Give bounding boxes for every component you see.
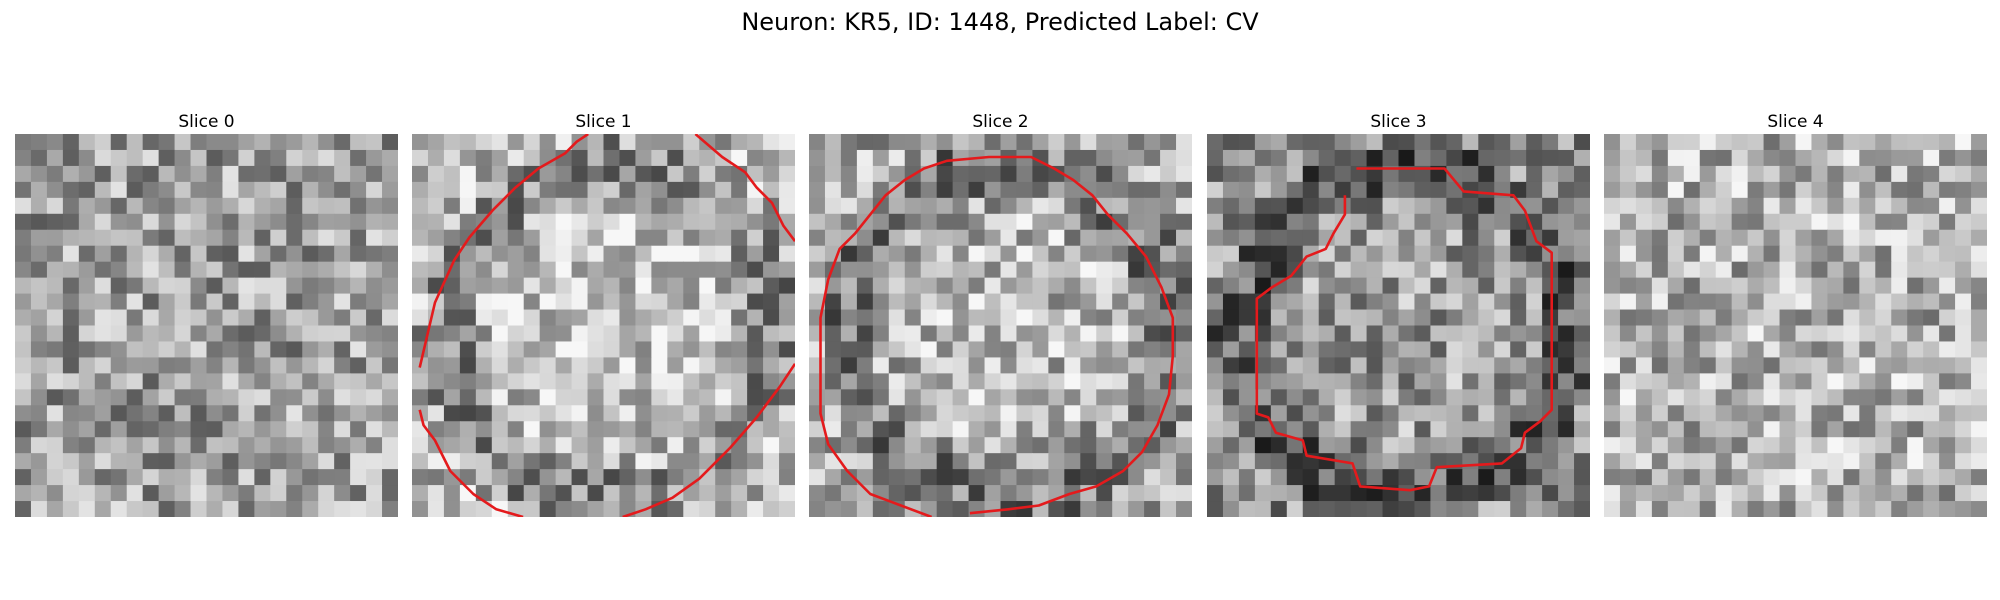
- contour-segment: [622, 363, 795, 517]
- contour-segment: [694, 134, 795, 242]
- contour-segment: [819, 155, 1175, 517]
- slice-title: Slice 1: [575, 112, 632, 132]
- contour-segment: [418, 409, 524, 517]
- slice-title: Slice 0: [178, 112, 235, 132]
- slice-panel-2: Slice 2: [809, 110, 1192, 517]
- contour-segment: [418, 134, 589, 368]
- slice-image: [412, 134, 795, 517]
- figure-title: Neuron: KR5, ID: 1448, Predicted Label: …: [741, 8, 1259, 36]
- slice-title: Slice 2: [972, 112, 1029, 132]
- slice-panel-3: Slice 3: [1207, 110, 1590, 517]
- slice-panel-1: Slice 1: [412, 110, 795, 517]
- slice-image: [1604, 134, 1987, 517]
- slice-title: Slice 3: [1370, 112, 1427, 132]
- slice-image: [1207, 134, 1590, 517]
- slice-image: [809, 134, 1192, 517]
- slice-image: [15, 134, 398, 517]
- slice-title: Slice 4: [1767, 112, 1824, 132]
- contour-segment: [1255, 167, 1554, 492]
- slice-panel-0: Slice 0: [15, 110, 398, 517]
- slice-panel-4: Slice 4: [1604, 110, 1987, 517]
